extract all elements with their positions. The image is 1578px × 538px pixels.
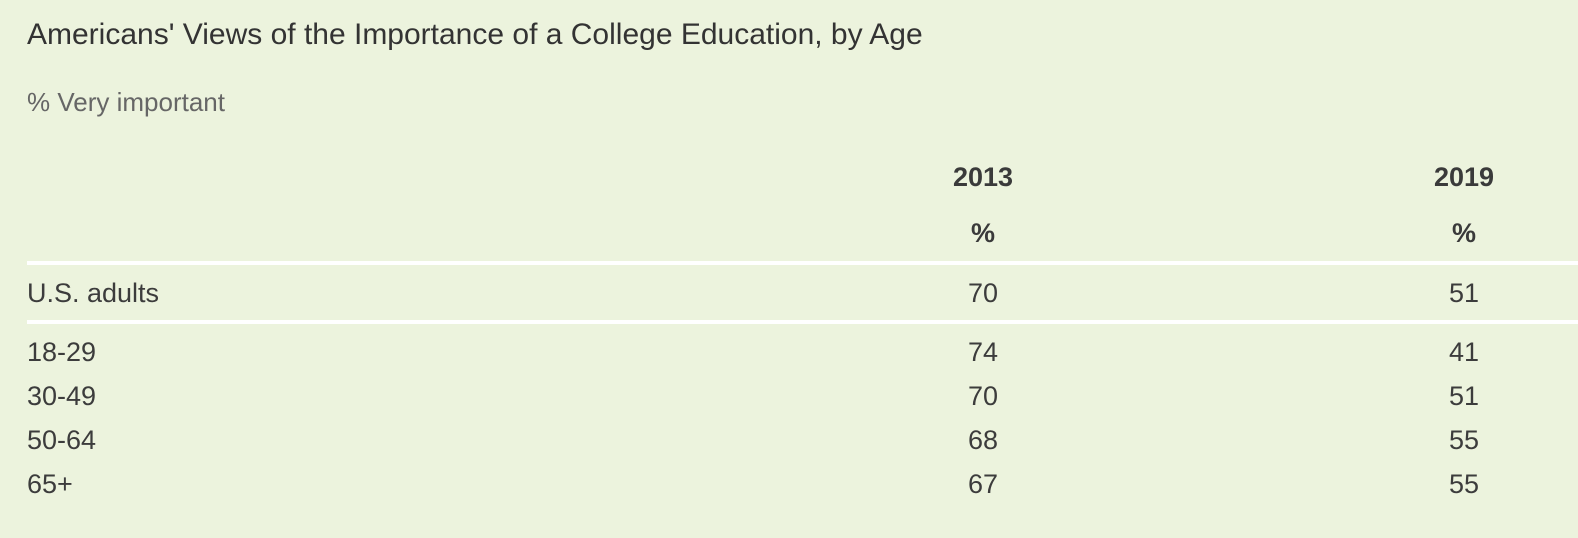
column-unit-2013: % xyxy=(970,218,995,248)
cell-us-adults-2013: 70 xyxy=(967,278,999,308)
row-label-us-adults: U.S. adults xyxy=(27,278,160,308)
column-header-2013: 2013 xyxy=(952,162,1014,192)
chart-title: Americans' Views of the Importance of a … xyxy=(27,18,923,51)
cell-30-49-2019: 51 xyxy=(1448,381,1480,411)
cell-50-64-2013: 68 xyxy=(967,425,999,455)
cell-50-64-2019: 55 xyxy=(1448,425,1480,455)
total-divider xyxy=(27,320,1578,324)
cell-65-plus-2013: 67 xyxy=(967,469,999,499)
cell-18-29-2013: 74 xyxy=(967,337,999,367)
cell-18-29-2019: 41 xyxy=(1448,337,1480,367)
cell-us-adults-2019: 51 xyxy=(1448,278,1480,308)
cell-30-49-2013: 70 xyxy=(967,381,999,411)
chart-subtitle: % Very important xyxy=(27,87,225,117)
column-header-2019: 2019 xyxy=(1433,162,1495,192)
row-label-50-64: 50-64 xyxy=(27,425,97,455)
row-label-65-plus: 65+ xyxy=(27,469,73,499)
column-unit-2019: % xyxy=(1451,218,1476,248)
row-label-18-29: 18-29 xyxy=(27,337,97,367)
cell-65-plus-2019: 55 xyxy=(1448,469,1480,499)
header-divider xyxy=(27,261,1578,265)
row-label-30-49: 30-49 xyxy=(27,381,97,411)
